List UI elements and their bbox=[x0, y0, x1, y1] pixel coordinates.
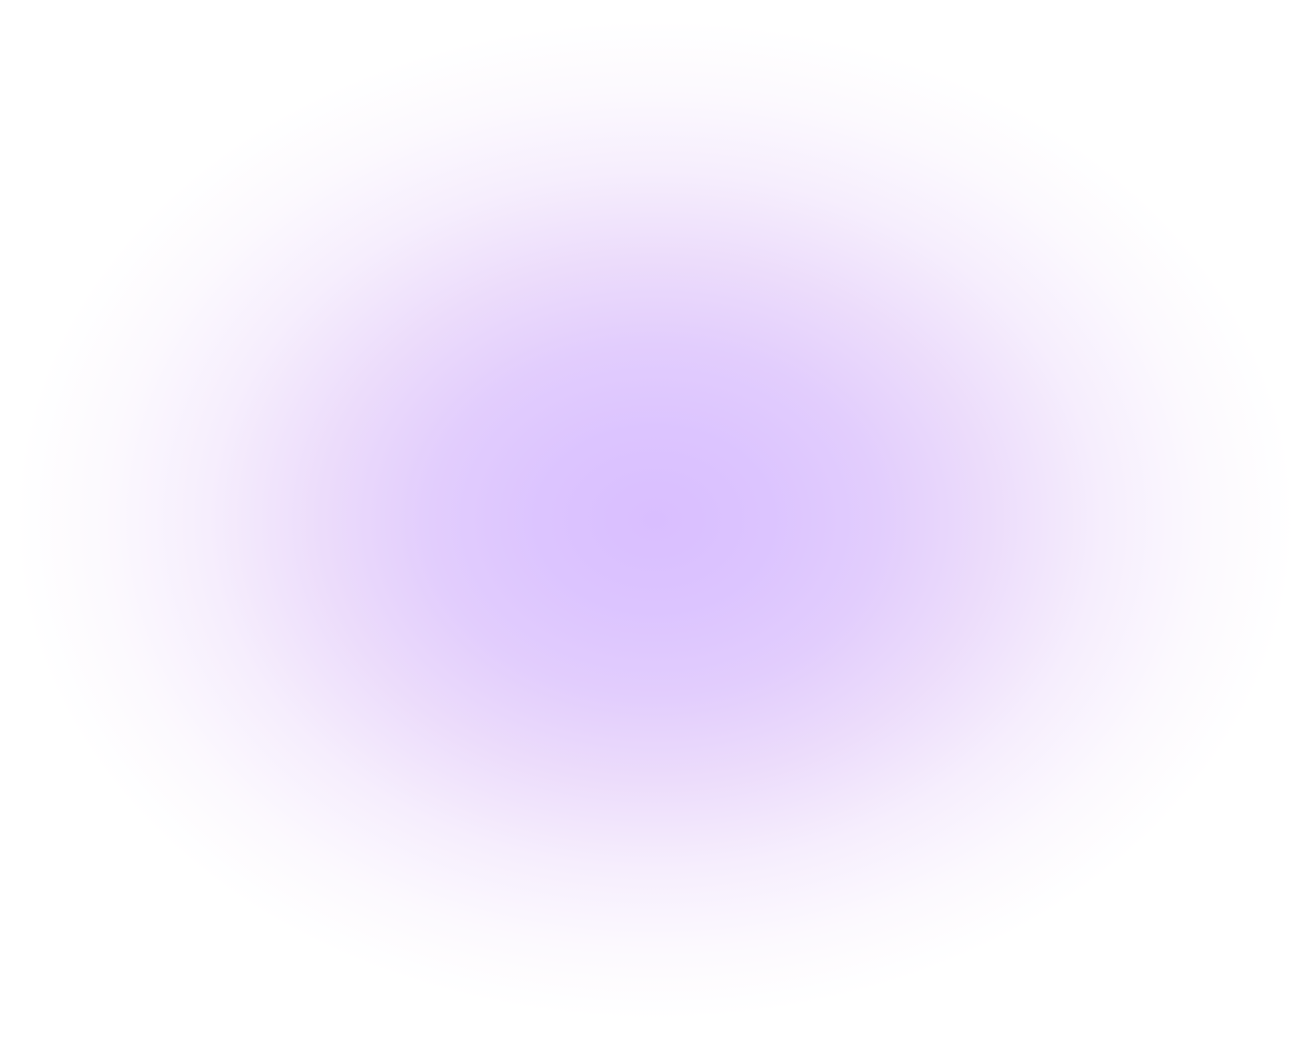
background-glow bbox=[0, 0, 1310, 1037]
